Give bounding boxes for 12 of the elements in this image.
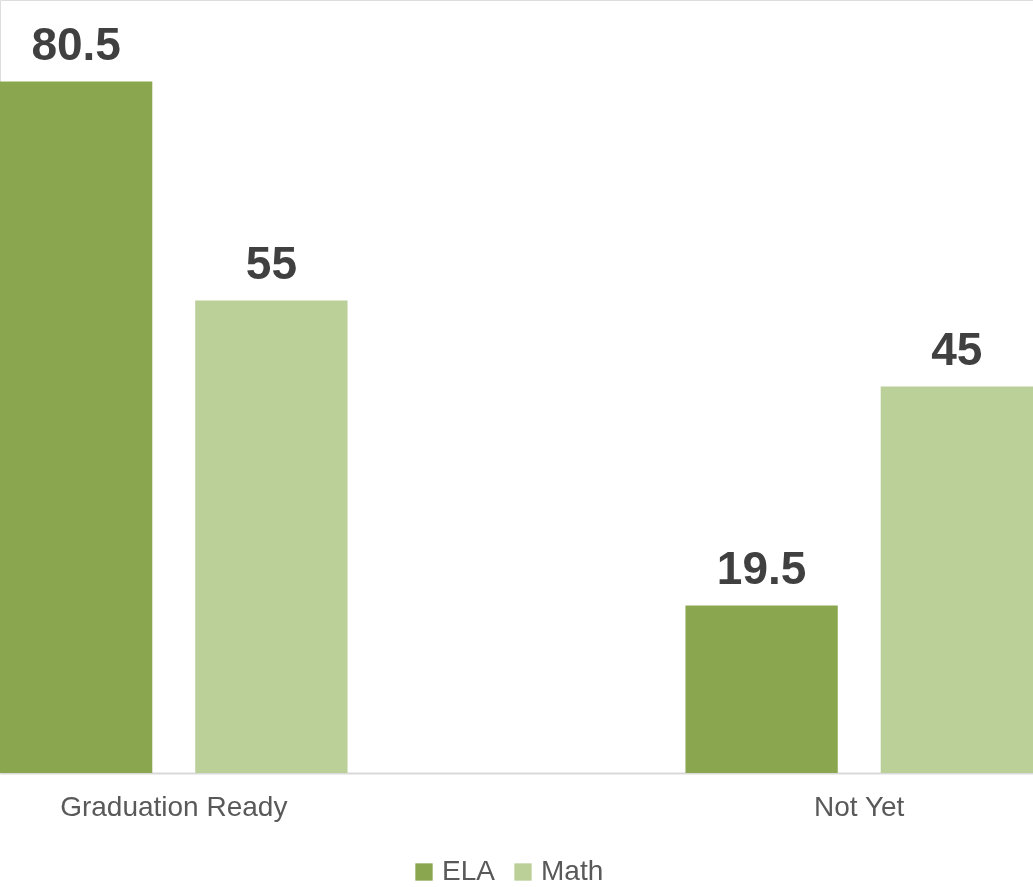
legend-label: ELA xyxy=(442,855,496,886)
data-label: 45 xyxy=(931,322,983,375)
bar xyxy=(685,605,838,773)
data-label: 80.5 xyxy=(31,17,121,70)
x-tick-label: Not Yet xyxy=(814,790,905,822)
legend-label: Math xyxy=(541,855,604,886)
x-tick-label: Graduation Ready xyxy=(60,790,288,822)
data-label: 19.5 xyxy=(716,541,807,594)
data-label: 55 xyxy=(245,236,297,289)
bar xyxy=(880,386,1033,773)
bar xyxy=(195,300,348,773)
bar xyxy=(0,81,153,773)
